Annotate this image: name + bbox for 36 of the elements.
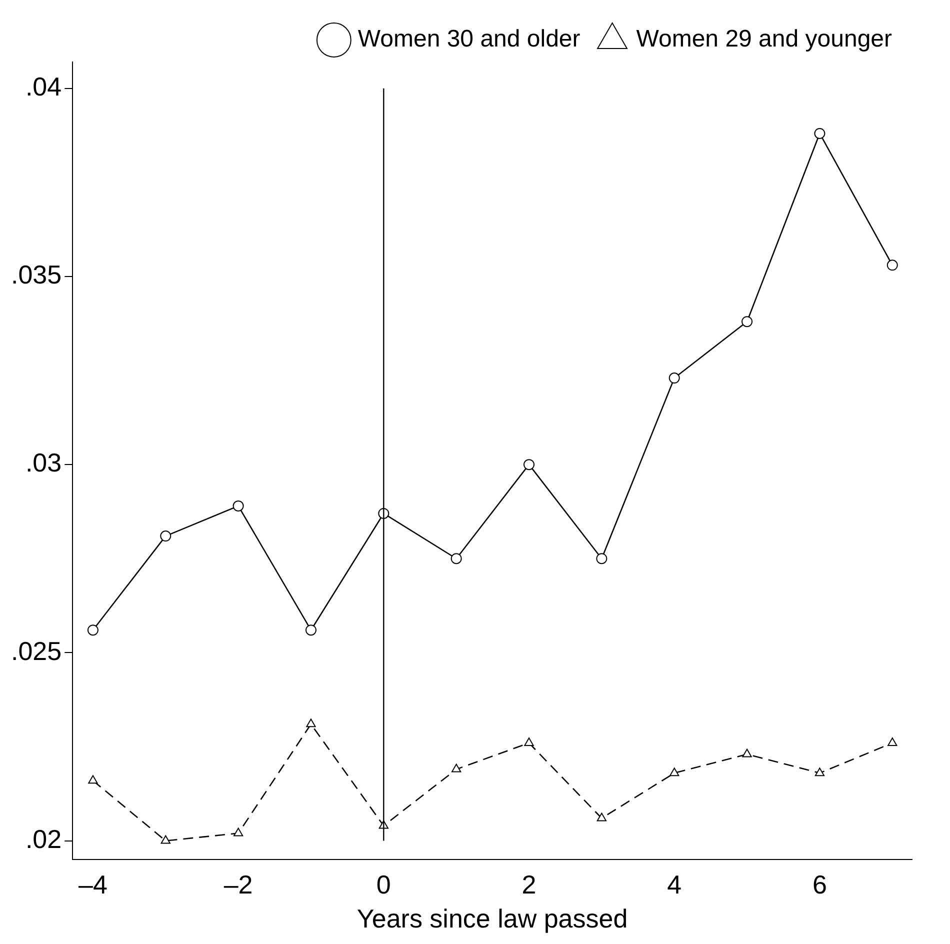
legend-label: Women 30 and older — [358, 26, 580, 53]
x-tick-label: 6 — [812, 869, 827, 900]
point — [88, 775, 98, 784]
legend-label: Women 29 and younger — [636, 26, 892, 53]
x-tick-label: –2 — [224, 869, 253, 900]
x-axis-title: Years since law passed — [356, 904, 628, 934]
point — [742, 748, 752, 758]
point — [742, 316, 753, 328]
x-tick-label: 2 — [522, 869, 536, 900]
point — [596, 553, 608, 564]
point — [305, 624, 316, 636]
point — [160, 530, 172, 542]
point — [814, 768, 825, 776]
point — [232, 500, 244, 512]
point — [233, 828, 244, 836]
point — [670, 768, 680, 776]
y-tick-label: .02 — [25, 824, 62, 854]
point — [87, 624, 98, 636]
point — [450, 553, 462, 564]
x-tick-label: 4 — [667, 869, 682, 900]
y-tick-label: .025 — [10, 636, 62, 666]
point — [888, 737, 898, 746]
x-tick-label: 0 — [376, 869, 391, 900]
point — [524, 737, 534, 746]
y-tick-label: .035 — [10, 260, 62, 290]
point — [596, 812, 607, 822]
y-tick-label: .03 — [25, 448, 62, 478]
point — [814, 128, 826, 139]
y-tick-label: .04 — [25, 72, 62, 102]
x-tick-label: –4 — [78, 869, 108, 900]
point — [452, 764, 462, 772]
point — [668, 372, 680, 384]
point — [886, 260, 898, 271]
point — [160, 835, 170, 844]
point — [524, 459, 535, 470]
point — [306, 718, 316, 728]
